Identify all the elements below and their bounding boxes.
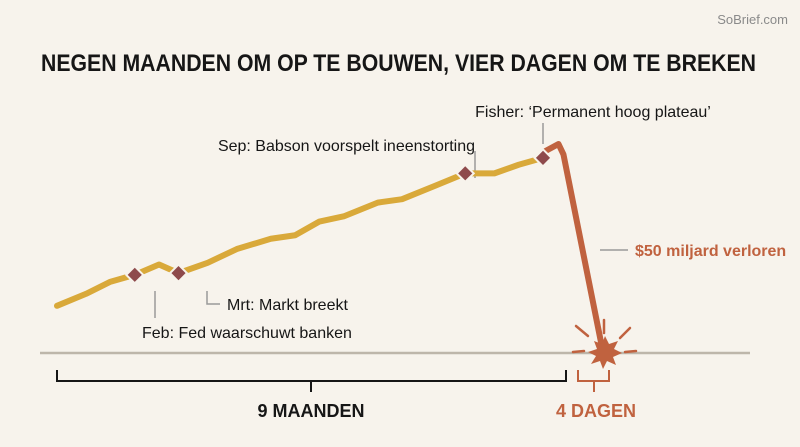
annotation-mrt: Mrt: Markt breekt xyxy=(227,297,348,314)
period-label-4-dagen: 4 DAGEN xyxy=(556,401,636,421)
crash-impact-icon xyxy=(571,318,638,369)
marker-mrt xyxy=(168,263,189,284)
period-bracket-9-maanden xyxy=(56,370,567,392)
marker-feb xyxy=(124,264,145,285)
marker-fisher xyxy=(533,147,553,168)
series-line-build-up xyxy=(54,154,546,309)
period-bracket-4-dagen xyxy=(577,370,610,392)
annotation-fisher: Fisher: ‘Permanent hoog plateau’ xyxy=(475,104,711,121)
annotation-loss: $50 miljard verloren xyxy=(635,243,786,260)
chart-title: NEGEN MAANDEN OM OP TE BOUWEN, VIER DAGE… xyxy=(41,50,756,77)
marker-sep xyxy=(455,163,476,184)
annotation-sep: Sep: Babson voorspelt ineenstorting xyxy=(218,138,475,155)
series-line-crash xyxy=(540,141,608,356)
watermark: SoBrief.com xyxy=(717,12,788,27)
annotation-feb: Feb: Fed waarschuwt banken xyxy=(142,325,352,342)
connector-mrt xyxy=(206,291,220,305)
period-label-9-maanden: 9 MAANDEN xyxy=(257,401,364,421)
